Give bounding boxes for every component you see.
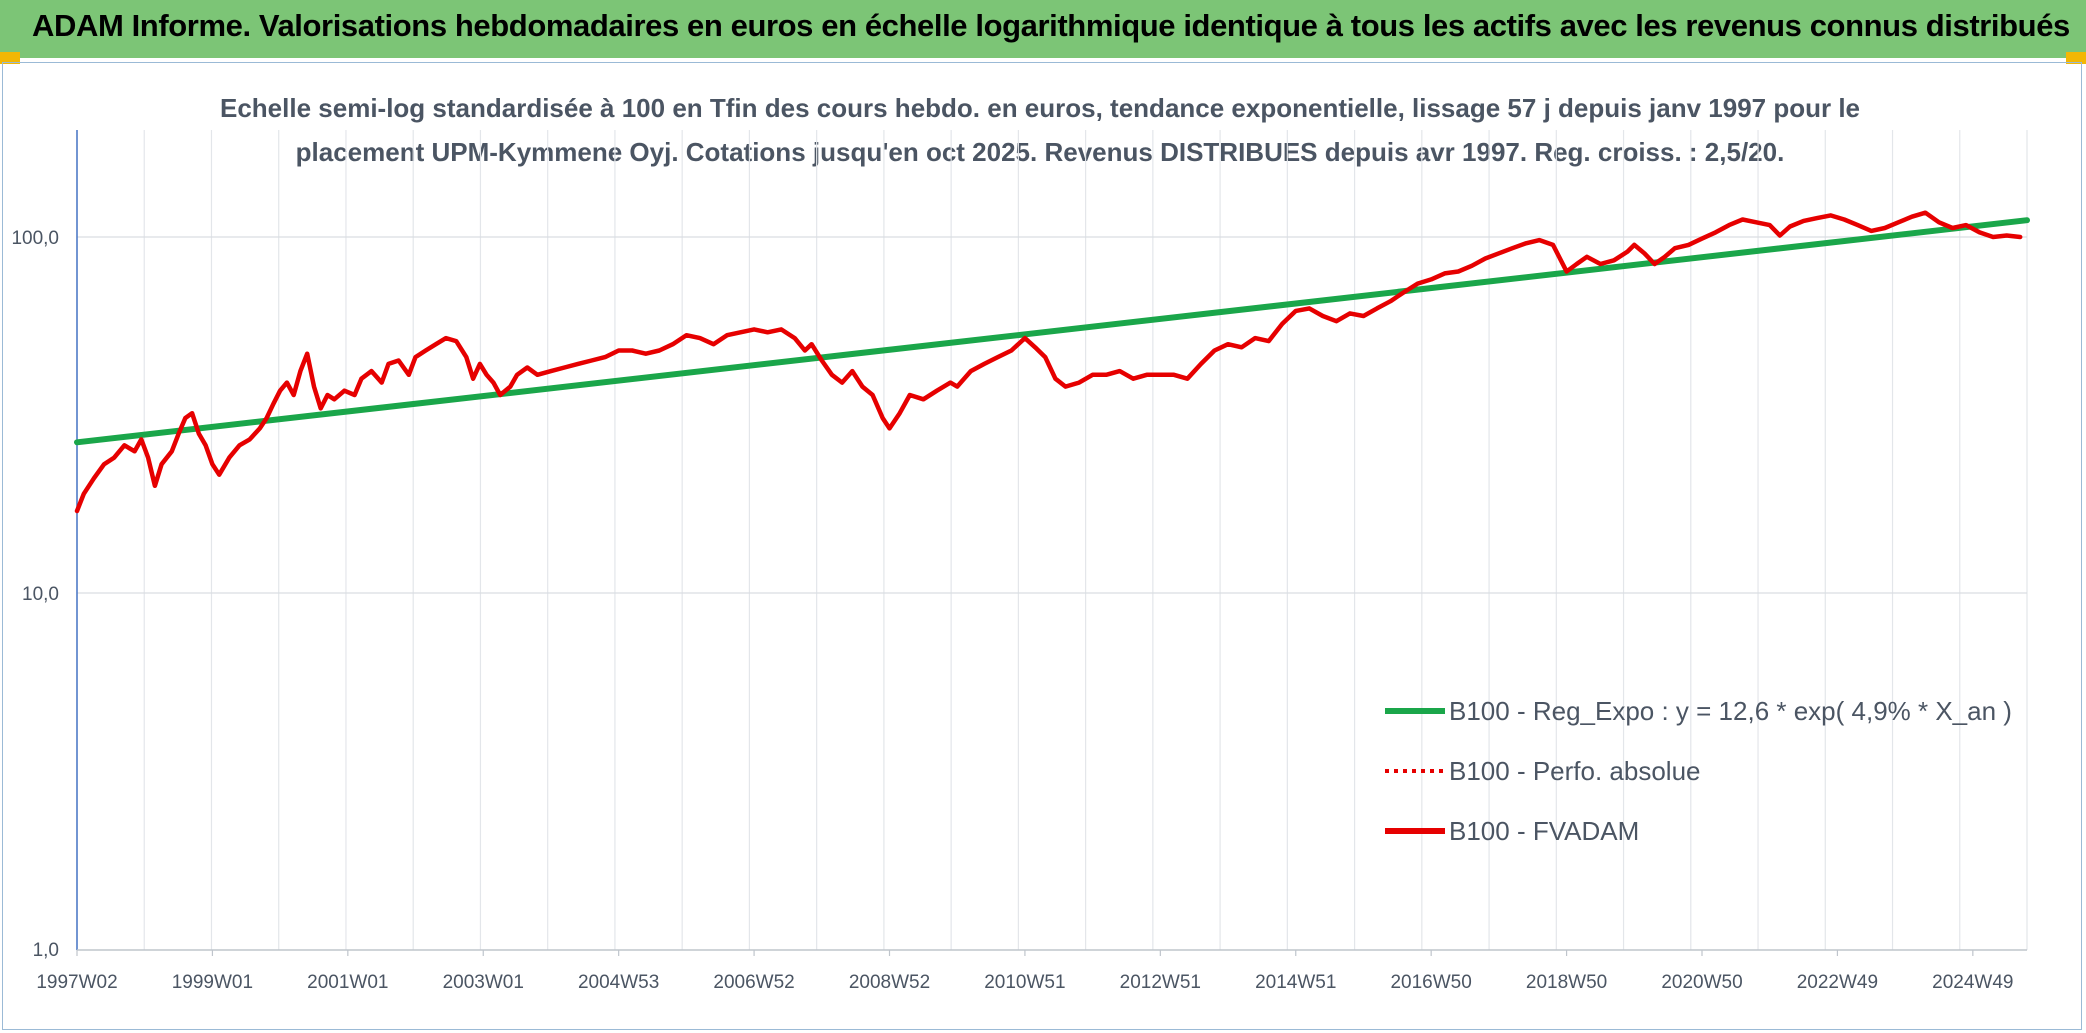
page-title: ADAM Informe. Valorisations hebdomadaire…	[32, 8, 2070, 43]
x-tick-label: 2024W49	[1932, 972, 2013, 993]
series-line-0	[74, 217, 2030, 446]
series-line-2	[74, 210, 2023, 514]
x-tick-label: 2001W01	[307, 972, 388, 993]
x-tick-label: 2014W51	[1255, 972, 1336, 993]
x-tick-label: 2006W52	[713, 972, 794, 993]
chart-frame	[2, 62, 2082, 1030]
header-banner: ADAM Informe. Valorisations hebdomadaire…	[0, 0, 2086, 58]
legend-label-1: B100 - Perfo. absolue	[1449, 756, 1701, 786]
x-tick-label: 1999W01	[172, 972, 253, 993]
y-tick-label: 100,0	[11, 228, 59, 249]
legend-label-0: B100 - Reg_Expo : y = 12,6 * exp( 4,9% *…	[1449, 696, 2012, 726]
x-tick-label: 2008W52	[849, 972, 930, 993]
x-tick-label: 2018W50	[1526, 972, 1607, 993]
y-tick-label: 10,0	[22, 584, 59, 605]
chart-title: Echelle semi-log standardisée à 100 en T…	[220, 86, 1860, 174]
x-tick-label: 2016W50	[1390, 972, 1471, 993]
x-tick-label: 2012W51	[1120, 972, 1201, 993]
chart-title-line-2: placement UPM-Kymmene Oyj. Cotations jus…	[295, 137, 1785, 167]
y-tick-label: 1,0	[33, 940, 59, 961]
series-layer	[74, 210, 2030, 514]
x-tick-label: 2020W50	[1661, 972, 1742, 993]
corner-marker-left	[0, 52, 20, 64]
legend-label-2: B100 - FVADAM	[1449, 816, 1639, 846]
x-tick-label: 2010W51	[984, 972, 1065, 993]
legend: B100 - Reg_Expo : y = 12,6 * exp( 4,9% *…	[1385, 696, 2012, 846]
chart-title-line-1: Echelle semi-log standardisée à 100 en T…	[220, 93, 1861, 123]
axes: 1,0 10,0 100,0 1997W02 1999W01 2001W01 2003W01…	[11, 130, 2027, 993]
x-tick-label: 2022W49	[1797, 972, 1878, 993]
corner-marker-right	[2066, 52, 2086, 64]
x-tick-label: 2004W53	[578, 972, 659, 993]
x-tick-label: 1997W02	[36, 972, 117, 993]
x-tick-label: 2003W01	[443, 972, 524, 993]
